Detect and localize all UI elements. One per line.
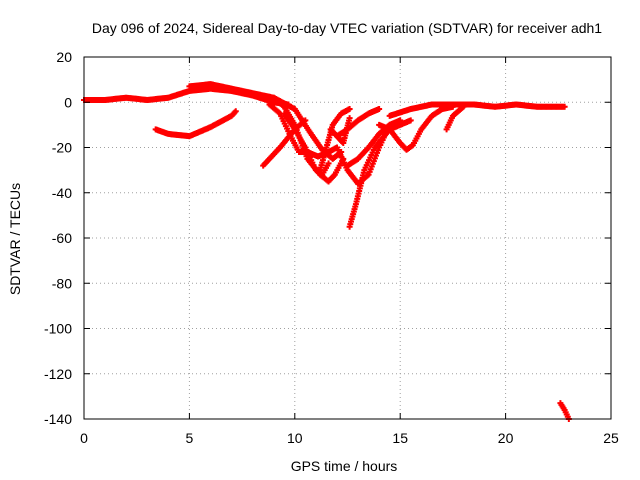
x-tick-label: 25 bbox=[603, 430, 619, 446]
x-axis-label: GPS time / hours bbox=[291, 458, 398, 474]
axes: 0 5 10 15 20 25 20 0 -20 -40 -60 -80 -100 -120 -140 bbox=[44, 49, 619, 446]
series-track-4 bbox=[260, 117, 309, 169]
series-track-2 bbox=[152, 108, 239, 140]
x-tick-label: 15 bbox=[392, 430, 408, 446]
x-tick-label: 20 bbox=[498, 430, 514, 446]
y-tick-label: -100 bbox=[44, 321, 72, 337]
y-tick-label: -80 bbox=[52, 275, 72, 291]
data-point bbox=[325, 160, 332, 167]
series-track-16 bbox=[443, 103, 467, 133]
y-tick-label: -120 bbox=[44, 366, 72, 382]
series-track-12 bbox=[344, 117, 404, 169]
chart-title: Day 096 of 2024, Sidereal Day-to-day VTE… bbox=[92, 20, 602, 36]
y-tick-label: 0 bbox=[64, 94, 72, 110]
y-tick-label: -40 bbox=[52, 185, 72, 201]
data-point bbox=[346, 106, 353, 113]
y-axis-label: SDTVAR / TECUs bbox=[7, 183, 23, 295]
series-track-7 bbox=[281, 110, 332, 178]
data-points bbox=[81, 81, 572, 422]
y-tick-label: -20 bbox=[52, 140, 72, 156]
data-point bbox=[561, 103, 568, 110]
series-track-8 bbox=[317, 106, 353, 174]
data-point bbox=[376, 106, 383, 113]
x-tick-label: 0 bbox=[80, 430, 88, 446]
y-tick-label: -140 bbox=[44, 411, 72, 427]
series-track-14 bbox=[376, 103, 456, 153]
x-tick-label: 10 bbox=[287, 430, 303, 446]
y-tick-label: -60 bbox=[52, 230, 72, 246]
data-point bbox=[346, 115, 353, 122]
series-track-17 bbox=[449, 101, 568, 110]
series-track-15 bbox=[386, 101, 456, 119]
x-tick-label: 5 bbox=[186, 430, 194, 446]
series-track-18 bbox=[557, 400, 572, 422]
data-point bbox=[407, 117, 414, 124]
y-tick-label: 20 bbox=[56, 49, 72, 65]
series-track-13 bbox=[333, 106, 383, 140]
grid bbox=[84, 57, 611, 419]
data-point bbox=[302, 117, 309, 124]
data-point bbox=[397, 117, 404, 124]
data-point bbox=[232, 108, 239, 115]
